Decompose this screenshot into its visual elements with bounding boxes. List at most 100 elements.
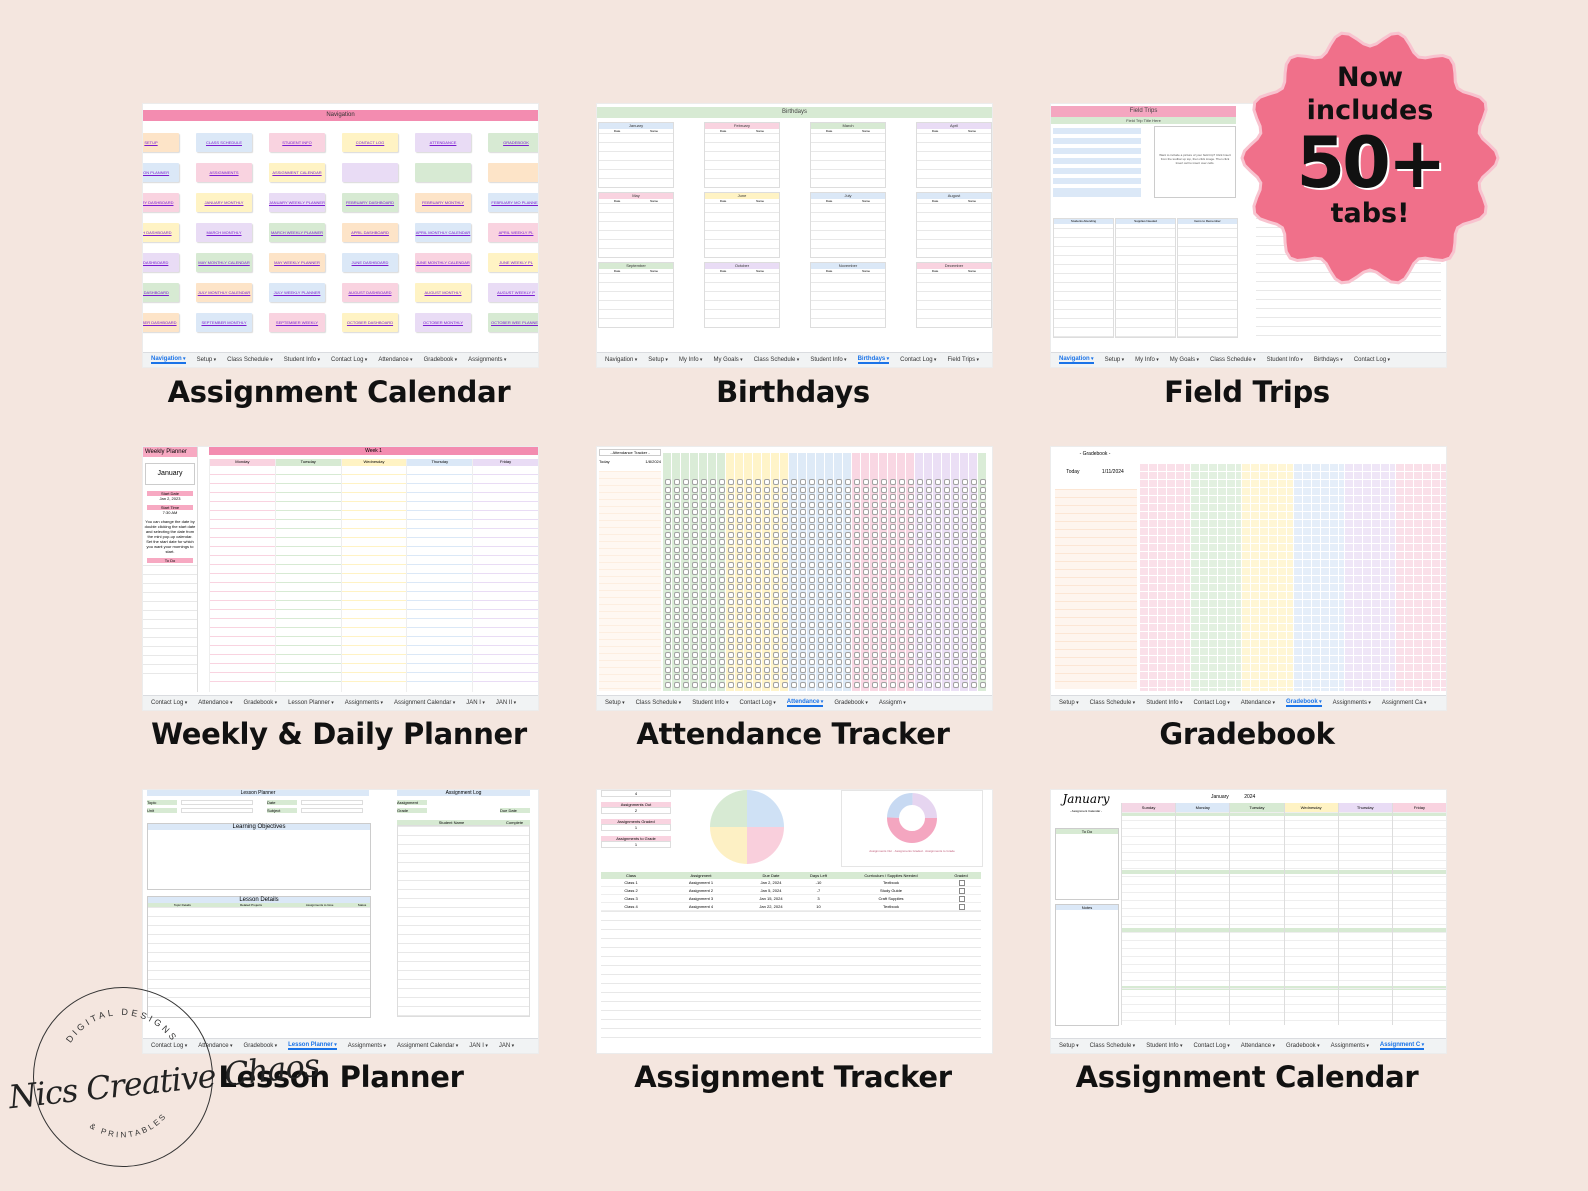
attendance-checkbox[interactable] <box>827 659 833 665</box>
attendance-checkbox[interactable] <box>908 546 914 553</box>
attendance-checkbox[interactable] <box>719 666 725 673</box>
attendance-checkbox[interactable] <box>962 621 968 628</box>
attendance-checkbox[interactable] <box>800 516 806 523</box>
attendance-checkbox[interactable] <box>791 576 797 583</box>
sheet-tab[interactable]: Setup <box>605 700 625 706</box>
attendance-checkbox[interactable] <box>971 569 977 575</box>
attendance-checkbox[interactable] <box>818 636 824 643</box>
attendance-checkbox[interactable] <box>719 494 725 500</box>
attendance-checkbox[interactable] <box>800 576 806 583</box>
attendance-checkbox[interactable] <box>827 509 833 515</box>
attendance-checkbox[interactable] <box>800 524 806 530</box>
attendance-checkbox[interactable] <box>737 494 743 500</box>
graded-checkbox[interactable] <box>959 904 965 910</box>
attendance-checkbox[interactable] <box>944 606 950 613</box>
attendance-checkbox[interactable] <box>737 614 743 620</box>
attendance-checkbox[interactable] <box>764 516 770 523</box>
attendance-checkbox[interactable] <box>692 486 698 493</box>
attendance-checkbox[interactable] <box>782 644 788 650</box>
attendance-checkbox[interactable] <box>665 584 671 590</box>
attendance-checkbox[interactable] <box>935 546 941 553</box>
attendance-checkbox[interactable] <box>683 494 689 500</box>
attendance-checkbox[interactable] <box>908 606 914 613</box>
date-input[interactable] <box>301 800 363 805</box>
attendance-checkbox[interactable] <box>872 479 878 485</box>
attendance-checkbox[interactable] <box>962 681 968 688</box>
sheet-tab[interactable]: Navigation <box>151 356 186 364</box>
attendance-checkbox[interactable] <box>818 509 824 515</box>
attendance-checkbox[interactable] <box>764 554 770 560</box>
attendance-checkbox[interactable] <box>710 591 716 598</box>
attendance-checkbox[interactable] <box>971 554 977 560</box>
attendance-checkbox[interactable] <box>908 494 914 500</box>
navigation-link-button[interactable]: JUNE DASHBOARD <box>342 253 398 272</box>
sheet-tab[interactable]: JAN I <box>466 700 485 706</box>
attendance-checkbox[interactable] <box>926 606 932 613</box>
attendance-checkbox[interactable] <box>719 651 725 658</box>
attendance-checkbox[interactable] <box>872 531 878 538</box>
unit-input[interactable] <box>181 808 253 813</box>
attendance-checkbox[interactable] <box>944 539 950 545</box>
attendance-checkbox[interactable] <box>890 636 896 643</box>
attendance-checkbox[interactable] <box>665 659 671 665</box>
attendance-checkbox[interactable] <box>863 561 869 568</box>
attendance-checkbox[interactable] <box>863 681 869 688</box>
navigation-link-button[interactable]: JANUARY MONTHLY CALENDAR <box>196 193 252 212</box>
attendance-checkbox[interactable] <box>737 509 743 515</box>
sheet-tab[interactable]: Student Info <box>692 700 728 706</box>
attendance-checkbox[interactable] <box>863 479 869 485</box>
attendance-checkbox[interactable] <box>908 681 914 688</box>
attendance-checkbox[interactable] <box>755 636 761 643</box>
attendance-checkbox[interactable] <box>719 674 725 680</box>
attendance-checkbox[interactable] <box>953 621 959 628</box>
attendance-checkbox[interactable] <box>863 651 869 658</box>
attendance-checkbox[interactable] <box>809 584 815 590</box>
attendance-checkbox[interactable] <box>962 516 968 523</box>
attendance-checkbox[interactable] <box>980 554 986 560</box>
navigation-link-button[interactable]: JUNE WEEKLY PL <box>488 253 538 272</box>
attendance-checkbox[interactable] <box>764 644 770 650</box>
attendance-checkbox[interactable] <box>863 599 869 605</box>
attendance-checkbox[interactable] <box>944 561 950 568</box>
attendance-checkbox[interactable] <box>944 501 950 508</box>
attendance-checkbox[interactable] <box>962 561 968 568</box>
attendance-checkbox[interactable] <box>665 606 671 613</box>
attendance-checkbox[interactable] <box>683 621 689 628</box>
attendance-checkbox[interactable] <box>899 591 905 598</box>
attendance-checkbox[interactable] <box>863 659 869 665</box>
attendance-checkbox[interactable] <box>845 606 851 613</box>
navigation-link-button[interactable]: ASSIGNMENT CALENDAR <box>269 163 325 182</box>
attendance-checkbox[interactable] <box>728 494 734 500</box>
attendance-checkbox[interactable] <box>800 584 806 590</box>
attendance-checkbox[interactable] <box>854 554 860 560</box>
attendance-checkbox[interactable] <box>755 614 761 620</box>
sheet-tab[interactable]: JAN <box>499 1043 514 1049</box>
attendance-checkbox[interactable] <box>683 636 689 643</box>
attendance-checkbox[interactable] <box>836 591 842 598</box>
attendance-checkbox[interactable] <box>980 651 986 658</box>
attendance-checkbox[interactable] <box>944 681 950 688</box>
attendance-checkbox[interactable] <box>908 636 914 643</box>
attendance-checkbox[interactable] <box>737 524 743 530</box>
attendance-checkbox[interactable] <box>818 674 824 680</box>
attendance-checkbox[interactable] <box>692 674 698 680</box>
attendance-checkbox[interactable] <box>899 659 905 665</box>
attendance-checkbox[interactable] <box>953 666 959 673</box>
attendance-checkbox[interactable] <box>782 666 788 673</box>
attendance-checkbox[interactable] <box>899 629 905 635</box>
attendance-checkbox[interactable] <box>746 539 752 545</box>
attendance-checkbox[interactable] <box>935 554 941 560</box>
attendance-checkbox[interactable] <box>683 539 689 545</box>
attendance-checkbox[interactable] <box>719 621 725 628</box>
attendance-checkbox[interactable] <box>980 569 986 575</box>
sheet-tab[interactable]: Assignments <box>468 357 506 363</box>
sheet-tab[interactable]: Birthdays <box>1314 357 1343 363</box>
attendance-checkbox[interactable] <box>782 606 788 613</box>
attendance-checkbox[interactable] <box>791 479 797 485</box>
attendance-checkbox[interactable] <box>836 636 842 643</box>
attendance-checkbox[interactable] <box>791 561 797 568</box>
attendance-checkbox[interactable] <box>719 614 725 620</box>
attendance-checkbox[interactable] <box>944 591 950 598</box>
attendance-checkbox[interactable] <box>917 674 923 680</box>
attendance-checkbox[interactable] <box>944 516 950 523</box>
